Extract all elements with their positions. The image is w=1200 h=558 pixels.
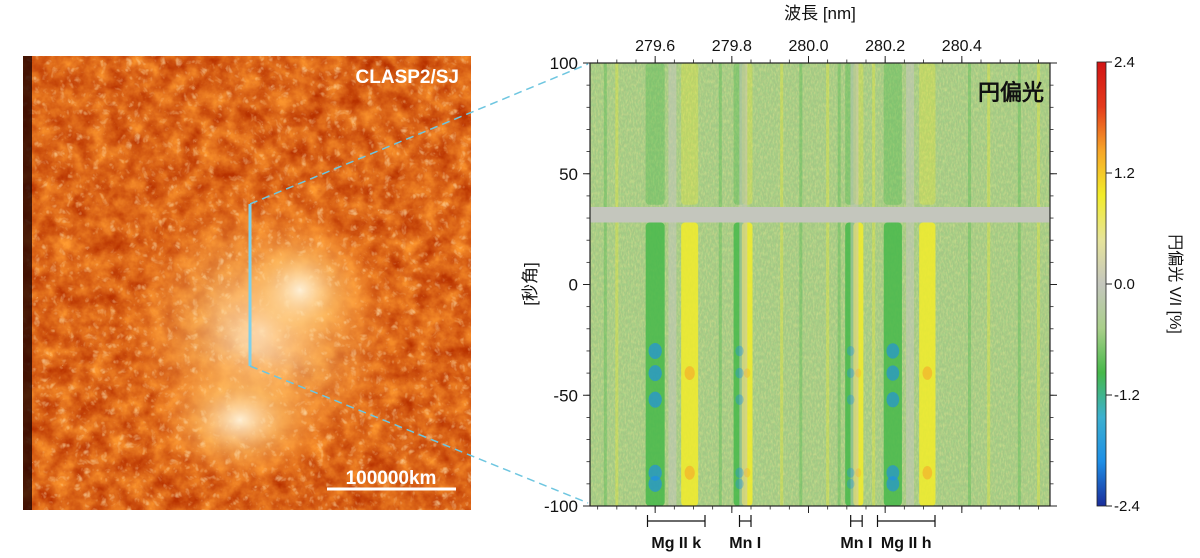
- line-core-gray: [850, 63, 859, 506]
- spectral-line-label: Mn I: [840, 535, 872, 552]
- line-band-negative-upper: [883, 63, 902, 205]
- colorbar-tick-label: 2.4: [1114, 54, 1135, 71]
- continuum-stripe: [780, 63, 784, 506]
- y-tick-label: 100: [550, 54, 578, 73]
- connector-bottom-line: [249, 365, 589, 504]
- strong-negative-spot: [648, 365, 662, 382]
- line-band-positive-upper: [681, 63, 699, 205]
- line-band-positive: [919, 222, 936, 506]
- x-tick-label: 280.0: [788, 38, 828, 55]
- line-core-gray: [739, 63, 748, 506]
- strong-negative-spot: [735, 394, 744, 405]
- connector-top-line: [249, 63, 589, 205]
- heatmap-features: [590, 63, 1050, 506]
- axes: 279.6 279.8 280.0 280.2 280.4 100 50 0 -50 -100: [544, 38, 1057, 516]
- strong-positive-spot: [743, 468, 751, 478]
- strong-positive-spot: [684, 465, 695, 480]
- line-core-gray: [668, 63, 677, 506]
- continuum-stripe: [872, 63, 876, 506]
- strong-positive-spot: [684, 366, 695, 381]
- strong-negative-spot: [886, 391, 900, 408]
- colorbar-label: 円偏光 V/I [%]: [1166, 234, 1184, 334]
- colorbar: [1096, 61, 1107, 507]
- strong-negative-spot: [886, 365, 900, 381]
- continuum-stripe: [799, 63, 803, 506]
- x-tick-label: 280.2: [865, 38, 905, 55]
- continuum-stripe: [1037, 63, 1040, 506]
- sj-label: CLASP2/SJ: [356, 67, 459, 88]
- continuum-stripe: [615, 63, 619, 506]
- spectral-line-labels: Mg II k Mn I Mn I Mg II h: [646, 515, 936, 552]
- strong-negative-spot: [735, 367, 744, 379]
- strong-negative-spot: [648, 391, 662, 408]
- y-axis-label: [秒角]: [521, 262, 540, 305]
- strong-negative-spot: [648, 464, 662, 481]
- strong-negative-spot: [846, 467, 855, 478]
- y-tick-label: -100: [544, 497, 578, 516]
- strong-negative-spot: [735, 345, 744, 357]
- spectral-line-label: Mg II h: [881, 535, 932, 552]
- strong-negative-spot: [846, 394, 855, 405]
- line-band-negative: [645, 222, 665, 506]
- continuum-stripe: [837, 63, 841, 506]
- continuum-stripe: [968, 63, 971, 506]
- spectral-line-label: Mg II k: [651, 535, 701, 552]
- line-band-negative: [883, 222, 902, 506]
- strong-negative-spot: [886, 343, 900, 359]
- colorbar-tick-label: -2.4: [1114, 498, 1140, 515]
- line-band-positive-upper: [919, 63, 936, 205]
- colorbar-tick-label: -1.2: [1114, 387, 1140, 404]
- strong-positive-spot: [855, 368, 862, 378]
- strong-negative-spot: [886, 476, 900, 492]
- strong-positive-spot: [743, 368, 751, 378]
- strong-negative-spot: [846, 478, 855, 489]
- y-tick-label: 0: [569, 276, 578, 295]
- y-tick-label: 50: [559, 165, 578, 184]
- masked-row: [590, 206, 1050, 223]
- strong-negative-spot: [846, 368, 855, 379]
- line-band-negative-upper: [645, 63, 665, 205]
- x-tick-label: 280.4: [942, 38, 982, 55]
- strong-negative-spot: [648, 475, 662, 492]
- x-axis-label: 波長 [nm]: [784, 4, 856, 23]
- strong-negative-spot: [846, 345, 855, 356]
- continuum-stripe: [826, 63, 830, 506]
- slit-jaw-image: [23, 56, 471, 510]
- continuum-stripe: [718, 63, 722, 506]
- line-core-gray: [906, 63, 915, 506]
- continuum-stripe: [1017, 63, 1021, 506]
- strong-negative-spot: [648, 342, 662, 359]
- strong-negative-spot: [735, 467, 744, 479]
- y-tick-label: -50: [553, 386, 578, 405]
- strong-positive-spot: [922, 466, 933, 480]
- continuum-stripe: [987, 63, 991, 506]
- colorbar-tick-label: 0.0: [1114, 276, 1135, 293]
- strong-negative-spot: [886, 465, 900, 481]
- spectral-line-label: Mn I: [729, 535, 761, 552]
- scale-bar-label: 100000km: [346, 468, 437, 489]
- x-tick-label: 279.8: [712, 38, 752, 55]
- line-band-positive: [681, 222, 699, 506]
- colorbar-ticks: 2.4 1.2 0.0 -1.2 -2.4: [1106, 54, 1140, 515]
- strong-negative-spot: [735, 478, 744, 490]
- strong-positive-spot: [922, 366, 933, 380]
- plot-title: 円偏光: [978, 80, 1044, 105]
- colorbar-tick-label: 1.2: [1114, 165, 1135, 182]
- x-tick-label: 279.6: [635, 38, 675, 55]
- strong-positive-spot: [855, 468, 862, 478]
- continuum-stripe: [603, 63, 607, 506]
